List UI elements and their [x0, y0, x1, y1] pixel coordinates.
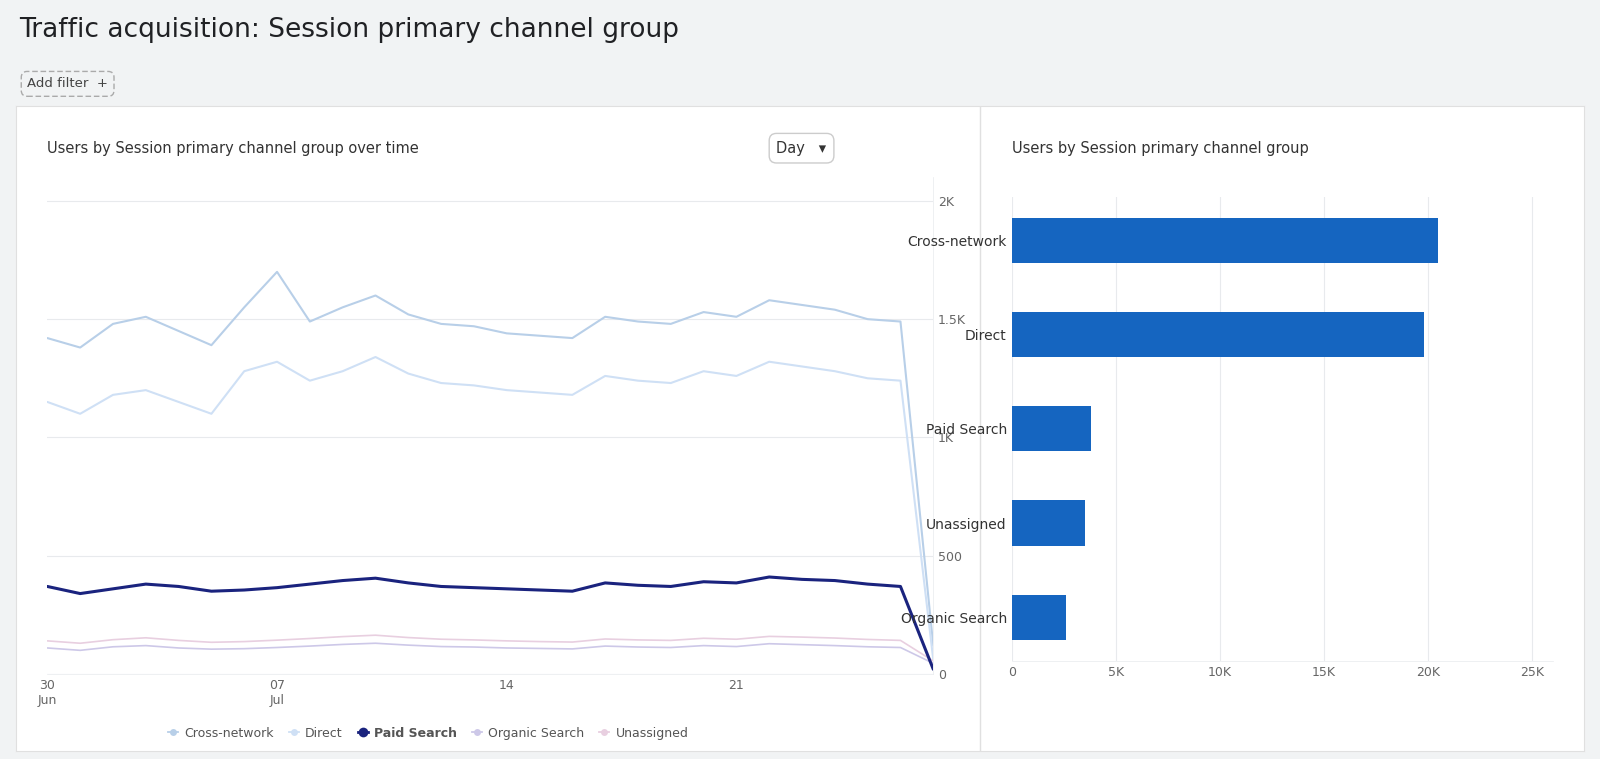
Bar	[1011, 218, 1438, 263]
Bar	[1011, 312, 1424, 357]
Text: Traffic acquisition: Session primary channel group: Traffic acquisition: Session primary cha…	[19, 17, 680, 43]
Bar	[1011, 595, 1066, 640]
Text: Users by Session primary channel group: Users by Session primary channel group	[1011, 140, 1309, 156]
Text: Day   ▾: Day ▾	[776, 140, 827, 156]
Text: Add filter  +: Add filter +	[27, 77, 109, 90]
Text: Users by Session primary channel group over time: Users by Session primary channel group o…	[48, 140, 419, 156]
Bar	[1011, 500, 1085, 546]
Bar	[1011, 406, 1091, 452]
Legend: Cross-network, Direct, Paid Search, Organic Search, Unassigned: Cross-network, Direct, Paid Search, Orga…	[163, 722, 693, 745]
